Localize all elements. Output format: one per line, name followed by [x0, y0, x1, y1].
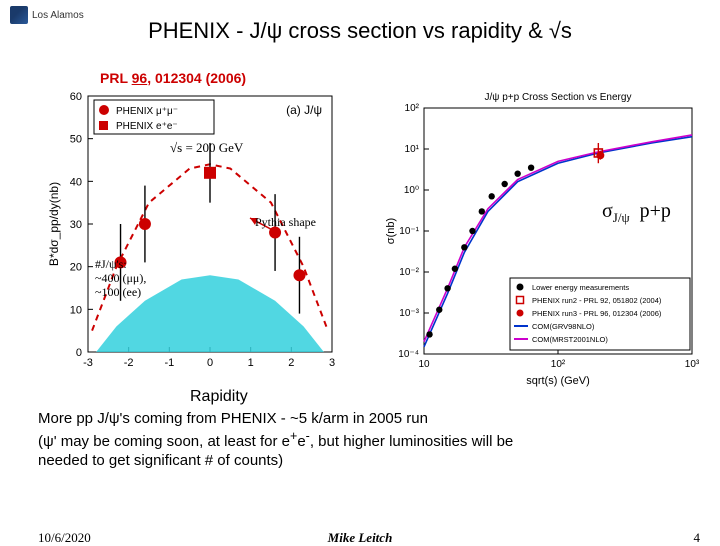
svg-text:B*dσ_pp/dy(nb): B*dσ_pp/dy(nb) — [47, 182, 61, 266]
svg-text:PHENIX μ⁺μ⁻: PHENIX μ⁺μ⁻ — [116, 106, 178, 117]
footer-author: Mike Leitch — [0, 530, 720, 546]
svg-text:sqrt(s) (GeV): sqrt(s) (GeV) — [526, 375, 590, 387]
sigma-label: σJ/ψ p+p — [602, 200, 671, 226]
energy-chart: J/ψ p+p Cross Section vs Energy 10 10² 10³ 1… — [380, 88, 700, 388]
page-title: PHENIX - J/ψ cross section vs rapidity &… — [0, 18, 720, 44]
svg-text:J/ψ p+p Cross Section vs Energ: J/ψ p+p Cross Section vs Energy — [485, 92, 632, 103]
svg-text:(a) J/ψ: (a) J/ψ — [286, 103, 322, 117]
svg-text:COM(GRV98NLO): COM(GRV98NLO) — [532, 322, 595, 331]
bottom-line2: (ψ' may be coming soon, at least for e+e… — [38, 429, 688, 452]
svg-text:-2: -2 — [124, 357, 134, 369]
svg-text:10¹: 10¹ — [405, 144, 420, 155]
counts-l3: ~100 (ee) — [95, 286, 146, 300]
svg-text:PHENIX run2 - PRL 92, 051802 (: PHENIX run2 - PRL 92, 051802 (2004) — [532, 296, 662, 305]
pythia-annotation: Pythia shape — [255, 216, 316, 229]
counts-l2: ~400 (μμ), — [95, 272, 146, 286]
page-number: 4 — [694, 530, 701, 546]
svg-text:PHENIX run3 - PRL 96, 012304 (: PHENIX run3 - PRL 96, 012304 (2006) — [532, 309, 662, 318]
svg-text:Lower energy measurements: Lower energy measurements — [532, 283, 629, 292]
svg-text:COM(MRST2001NLO): COM(MRST2001NLO) — [532, 335, 608, 344]
svg-text:50: 50 — [70, 134, 82, 146]
reference: PRL 96, 012304 (2006) — [100, 70, 246, 86]
bottom-line1: More pp J/ψ's coming from PHENIX - ~5 k/… — [38, 410, 688, 429]
svg-text:σ(nb): σ(nb) — [385, 218, 397, 244]
svg-text:3: 3 — [329, 357, 335, 369]
ref-prefix: PRL — [100, 70, 132, 86]
rapidity-chart: -3-2-101230102030405060PHENIX μ⁺μ⁻PHENIX… — [40, 88, 340, 388]
svg-text:10: 10 — [70, 304, 82, 316]
svg-text:60: 60 — [70, 91, 82, 103]
svg-text:10⁻³: 10⁻³ — [399, 308, 419, 319]
svg-text:-3: -3 — [83, 357, 93, 369]
bottom-text: More pp J/ψ's coming from PHENIX - ~5 k/… — [38, 410, 688, 470]
svg-text:1: 1 — [248, 357, 254, 369]
ref-suffix: , 012304 (2006) — [147, 70, 246, 86]
ref-number: 96 — [132, 70, 148, 86]
svg-text:PHENIX e⁺e⁻: PHENIX e⁺e⁻ — [116, 121, 178, 132]
svg-text:10⁻²: 10⁻² — [399, 267, 419, 278]
counts-l1: #J/ψ's: — [95, 258, 146, 272]
svg-text:10⁰: 10⁰ — [404, 185, 419, 196]
bottom-line3: needed to get significant # of counts) — [38, 452, 688, 471]
svg-text:10: 10 — [418, 359, 430, 370]
sqrt-s-annotation: √s = 200 GeV — [170, 140, 243, 156]
svg-text:40: 40 — [70, 176, 82, 188]
svg-text:0: 0 — [207, 357, 213, 369]
svg-text:-1: -1 — [164, 357, 174, 369]
svg-text:0: 0 — [76, 347, 82, 359]
counts-annotation: #J/ψ's: ~400 (μμ), ~100 (ee) — [95, 258, 146, 299]
svg-text:10²: 10² — [551, 359, 566, 370]
svg-text:10⁻¹: 10⁻¹ — [399, 226, 419, 237]
svg-text:30: 30 — [70, 219, 82, 231]
svg-text:10⁻⁴: 10⁻⁴ — [398, 349, 419, 360]
rapidity-label: Rapidity — [190, 388, 248, 406]
svg-text:10³: 10³ — [685, 359, 700, 370]
svg-text:10²: 10² — [405, 103, 420, 114]
svg-text:2: 2 — [288, 357, 294, 369]
svg-text:20: 20 — [70, 262, 82, 274]
